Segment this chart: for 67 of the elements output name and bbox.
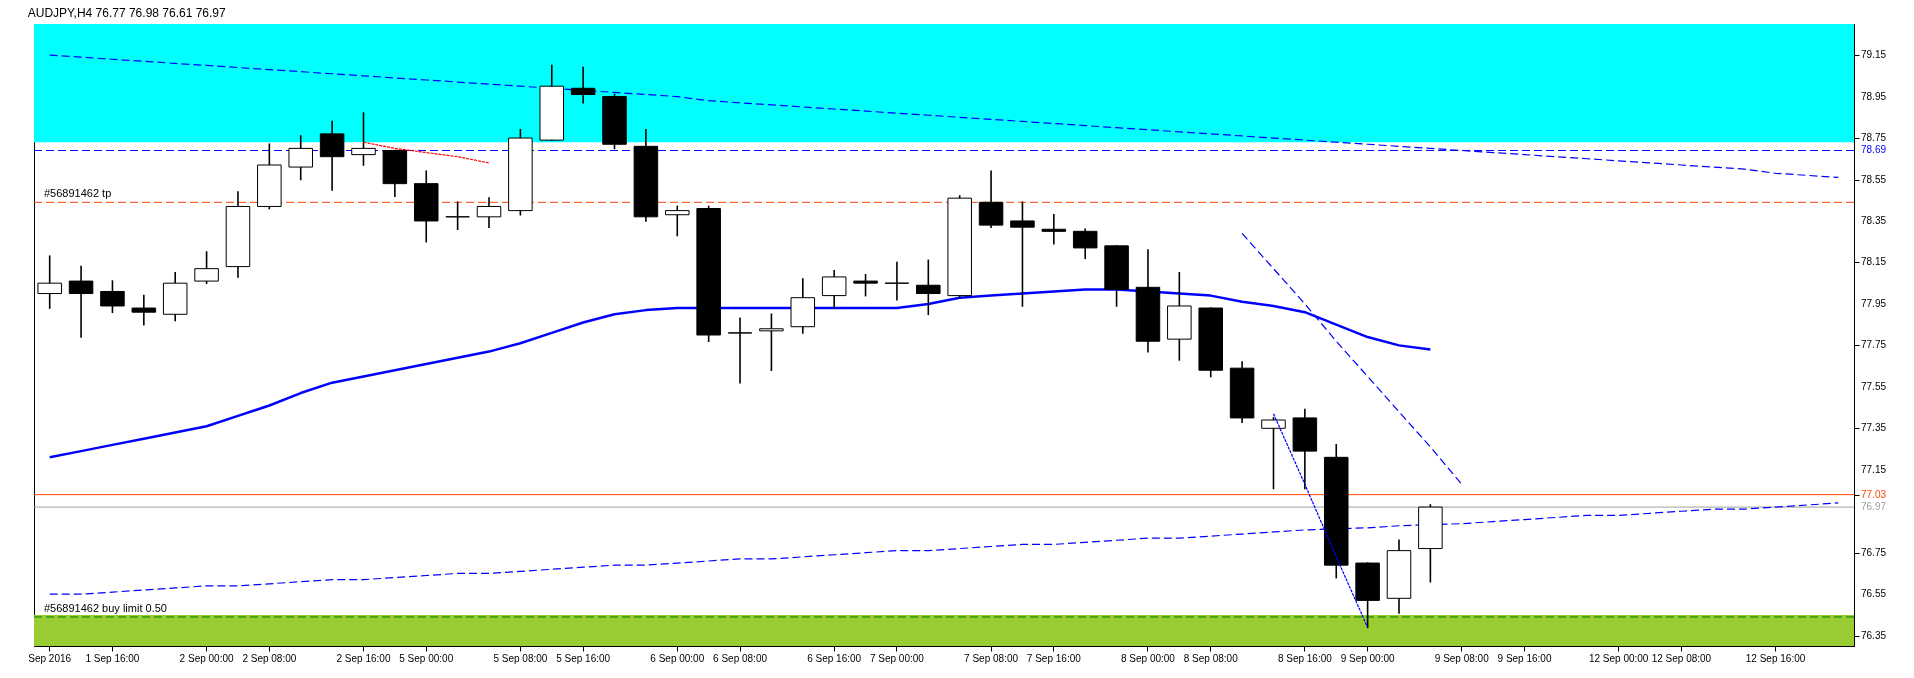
y-tick-label: 77.15: [1861, 463, 1887, 475]
y-tick-label: 77.95: [1861, 297, 1887, 309]
x-tick-label: 9 Sep 00:00: [1340, 652, 1396, 664]
candlestick: [445, 201, 470, 231]
x-tick-label: 8 Sep 16:00: [1277, 652, 1333, 664]
candlestick: [853, 274, 878, 297]
x-tick-label: 6 Sep 08:00: [713, 652, 768, 664]
candlestick: [1261, 417, 1286, 490]
candlestick: [476, 197, 502, 228]
y-tick-label: 77.03: [1861, 488, 1887, 500]
candlestick: [68, 265, 94, 338]
x-tick-label: 2 Sep 00:00: [179, 652, 234, 664]
candlestick: [131, 294, 157, 326]
candlestick: [1072, 228, 1098, 260]
y-tick-label: 78.75: [1861, 132, 1887, 144]
candlestick: [1010, 201, 1035, 307]
x-tick-label: 5 Sep 00:00: [399, 652, 454, 664]
y-tick-label: 76.97: [1861, 501, 1887, 513]
x-tick-label: 5 Sep 08:00: [493, 652, 548, 664]
candlestick: [978, 170, 1004, 228]
y-tick-label: 76.55: [1861, 588, 1887, 600]
x-tick-label: 9 Sep 16:00: [1497, 652, 1552, 664]
x-tick-label: 12 Sep 16:00: [1745, 652, 1806, 664]
chart-title: AUDJPY,H4 76.77 76.98 76.61 76.97: [27, 6, 227, 20]
x-tick-label: 12 Sep 00:00: [1588, 652, 1649, 664]
y-tick-label: 78.15: [1861, 256, 1887, 268]
x-tick-label: 5 Sep 16:00: [556, 652, 611, 664]
candlestick: [665, 205, 690, 237]
x-tick-label: 12 Sep 08:00: [1651, 652, 1712, 664]
ref-line-label: #56891462 buy limit 0.50: [44, 601, 167, 614]
candlestick: [570, 66, 596, 104]
ref-line-label: #56891462 tp: [44, 187, 112, 200]
candlestick: [1041, 213, 1067, 245]
y-tick-label: 77.35: [1861, 422, 1887, 434]
candlestick: [759, 313, 784, 372]
candlestick: [37, 255, 62, 309]
x-tick-label: 2 Sep 16:00: [336, 652, 391, 664]
candlestick: [194, 251, 219, 284]
y-tick-label: 76.75: [1861, 546, 1887, 558]
y-tick-label: 77.75: [1861, 339, 1887, 351]
x-tick-label: 8 Sep 08:00: [1183, 652, 1239, 664]
y-tick-label: 78.55: [1861, 173, 1887, 185]
candlestick: [916, 259, 941, 316]
x-tick-label: 7 Sep 08:00: [964, 652, 1019, 664]
x-tick-label: 9 Sep 08:00: [1434, 652, 1490, 664]
y-tick-label: 79.15: [1861, 49, 1887, 61]
x-tick-label: 7 Sep 16:00: [1026, 652, 1082, 664]
candlestick: [288, 135, 313, 181]
x-tick-label: Sep 2016: [28, 652, 72, 664]
x-tick-label: 6 Sep 00:00: [650, 652, 705, 664]
candlestick: [884, 261, 910, 301]
candlestick: [351, 112, 376, 166]
y-tick-label: 77.55: [1861, 380, 1887, 392]
line-series: [362, 141, 490, 164]
x-tick-label: 8 Sep 00:00: [1121, 652, 1176, 664]
y-tick-label: 76.35: [1861, 629, 1887, 641]
x-tick-label: 1 Sep 16:00: [85, 652, 140, 664]
x-tick-label: 6 Sep 16:00: [807, 652, 862, 664]
y-tick-label: 78.95: [1861, 90, 1887, 102]
y-tick-label: 78.69: [1861, 144, 1887, 156]
candlestick: [727, 317, 753, 384]
x-tick-label: 7 Sep 00:00: [869, 652, 925, 664]
y-tick-label: 78.35: [1861, 214, 1887, 226]
candlestick: [319, 120, 345, 191]
candlestick: [821, 269, 847, 309]
candlestick: [100, 280, 125, 313]
x-tick-label: 2 Sep 08:00: [242, 652, 297, 664]
